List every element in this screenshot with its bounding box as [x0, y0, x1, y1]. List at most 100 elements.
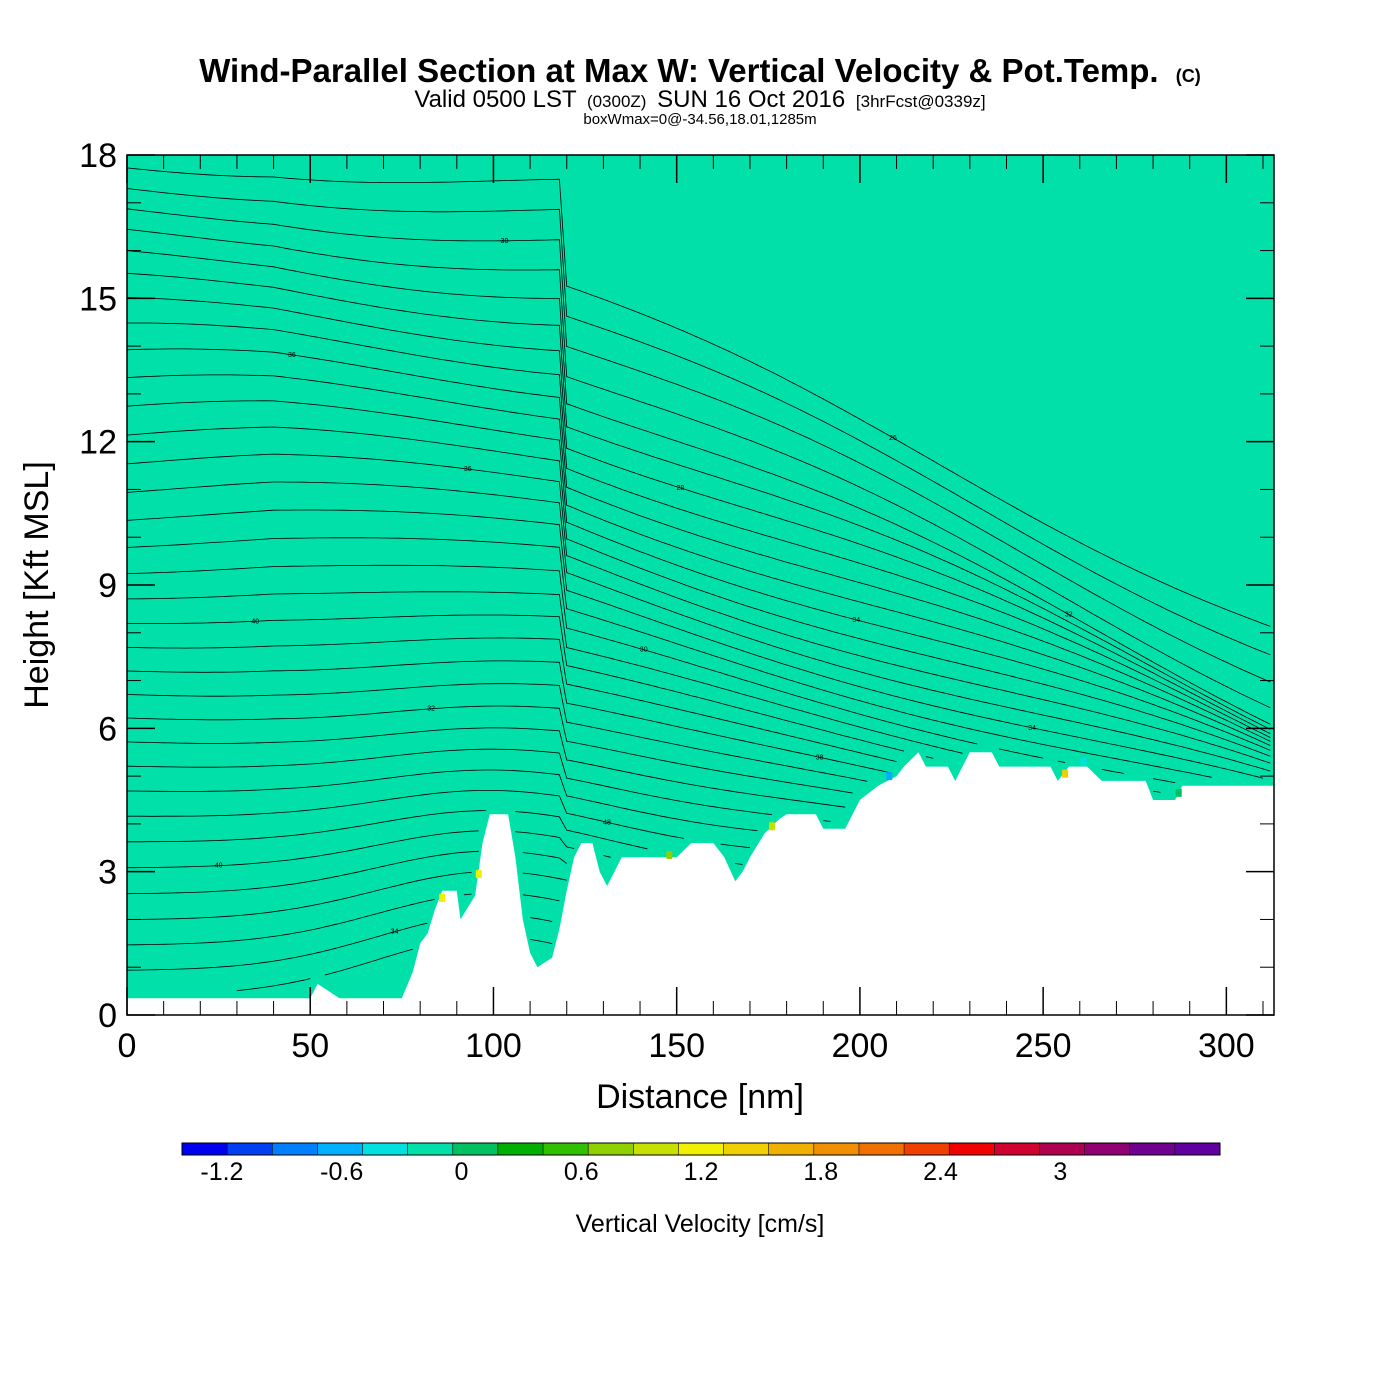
x-tick-label: 0 — [118, 1027, 137, 1065]
theta-contour — [126, 374, 1271, 746]
colorbar-swatch — [272, 1143, 318, 1155]
colorbar-tick-label: 1.8 — [803, 1158, 838, 1186]
contour-label: 38 — [816, 754, 824, 761]
theta-contour — [126, 481, 1271, 772]
theta-contour — [126, 426, 1271, 757]
colorbar-swatch — [723, 1143, 770, 1155]
chart-title: Wind-Parallel Section at Max W: Vertical… — [199, 52, 1201, 89]
y-tick-label: 18 — [79, 137, 117, 175]
x-axis-label: Distance [nm] — [596, 1078, 804, 1116]
y-tick-label: 3 — [98, 854, 117, 892]
colorbar-swatch — [813, 1143, 860, 1155]
theta-contour — [126, 167, 1271, 627]
theta-contour — [126, 453, 1271, 764]
colorbar-swatch — [994, 1143, 1040, 1155]
y-tick-label: 15 — [79, 280, 117, 318]
colorbar-tick-label: 0 — [455, 1158, 469, 1186]
theta-contour — [126, 893, 560, 946]
theta-contour — [126, 637, 897, 762]
colorbar-swatch — [1174, 1143, 1221, 1155]
theta-contour — [126, 537, 1212, 778]
theta-contour — [127, 810, 743, 865]
colorbar-swatch — [588, 1143, 634, 1155]
valid-prefix: Valid 0500 LST — [414, 86, 577, 113]
colorbar-swatch — [317, 1143, 364, 1155]
colorbar-frame — [181, 1142, 1221, 1156]
title-copyright: (C) — [1176, 66, 1201, 86]
colorbar-tick-label: 0.6 — [564, 1158, 599, 1186]
theta-contour — [126, 297, 1271, 735]
terrain-edge-sliver — [1080, 757, 1087, 766]
contour-label: 34 — [391, 929, 399, 936]
colorbar-swatch — [1084, 1143, 1131, 1155]
y-tick-label: 0 — [98, 997, 117, 1035]
colorbar-swatch — [904, 1143, 950, 1155]
contour-label: 32 — [427, 706, 435, 713]
theta-contour — [126, 273, 1271, 730]
contour-label: 40 — [215, 863, 223, 870]
colorbar-swatch — [543, 1143, 589, 1155]
theta-contour — [126, 188, 1271, 656]
contour-label: 30 — [640, 647, 648, 654]
theta-contour — [126, 564, 1176, 783]
theta-contour — [126, 850, 567, 895]
theta-contour — [126, 748, 831, 822]
terrain — [127, 752, 1274, 1015]
terrain-edge-sliver — [1175, 788, 1182, 797]
chart-subtitle: Valid 0500 LST (0300Z) SUN 16 Oct 2016 [… — [414, 86, 985, 113]
colorbar-swatch — [497, 1143, 544, 1155]
colorbar-tick-label: 1.2 — [684, 1158, 719, 1186]
contour-label: 36 — [464, 466, 472, 473]
theta-contour — [126, 208, 1271, 683]
terrain-edge-sliver — [886, 772, 893, 781]
contour-label: 40 — [251, 618, 259, 625]
colorbar-swatch — [949, 1143, 995, 1155]
colorbar-swatch — [1039, 1143, 1086, 1155]
colorbar-swatch — [678, 1143, 725, 1155]
theta-contour — [126, 509, 1264, 779]
theta-contour — [127, 322, 1271, 738]
contour-label: 32 — [1065, 611, 1073, 618]
x-tick-label: 100 — [465, 1027, 522, 1065]
contour-label: 48 — [603, 819, 611, 826]
colorbar-swatch — [1129, 1143, 1176, 1155]
y-tick-label: 6 — [98, 710, 117, 748]
theta-contour — [127, 769, 758, 832]
contour-label: 28 — [676, 485, 684, 492]
theta-contour — [236, 939, 553, 991]
terrain-edge-sliver — [666, 850, 673, 859]
x-tick-label: 200 — [832, 1027, 889, 1065]
theta-contour — [126, 660, 890, 773]
colorbar-swatch — [768, 1143, 815, 1155]
forecast-note: [3hrFcst@0339z] — [856, 92, 986, 111]
x-tick-label: 250 — [1015, 1027, 1072, 1065]
colorbar-swatch — [858, 1143, 905, 1155]
colorbar-label: Vertical Velocity [cm/s] — [576, 1210, 825, 1238]
valid-utc: (0300Z) — [587, 92, 647, 111]
colorbar-tick-label: -0.6 — [320, 1158, 363, 1186]
x-tick-label: 300 — [1198, 1027, 1255, 1065]
colorbar-swatch — [407, 1143, 454, 1155]
theta-contour — [126, 917, 553, 971]
y-tick-label: 9 — [98, 567, 117, 605]
terrain-edge-sliver — [439, 893, 446, 902]
theta-contour — [127, 591, 1161, 793]
contour-label: 34 — [1028, 725, 1036, 732]
colorbar-tick-label: 2.4 — [923, 1158, 958, 1186]
colorbar-tick-label: 3 — [1053, 1158, 1067, 1186]
colorbar: -1.2 -0.6 0 0.6 1.2 1.8 2.4 3 — [181, 1142, 1221, 1186]
contour-label: 34 — [852, 617, 860, 624]
box-info: boxWmax=0@-34.56,18.01,1285m — [583, 111, 816, 128]
contour-label: 36 — [288, 352, 296, 359]
colorbar-swatch — [182, 1143, 228, 1155]
theta-contour — [126, 348, 1271, 742]
y-tick-label: 12 — [79, 424, 117, 462]
contour-label: 26 — [889, 435, 897, 442]
colorbar-swatch — [633, 1143, 679, 1155]
y-axis-label: Height [Kft MSL] — [18, 461, 56, 709]
terrain-edge-sliver — [475, 870, 482, 879]
valid-date: SUN 16 Oct 2016 — [657, 86, 845, 113]
